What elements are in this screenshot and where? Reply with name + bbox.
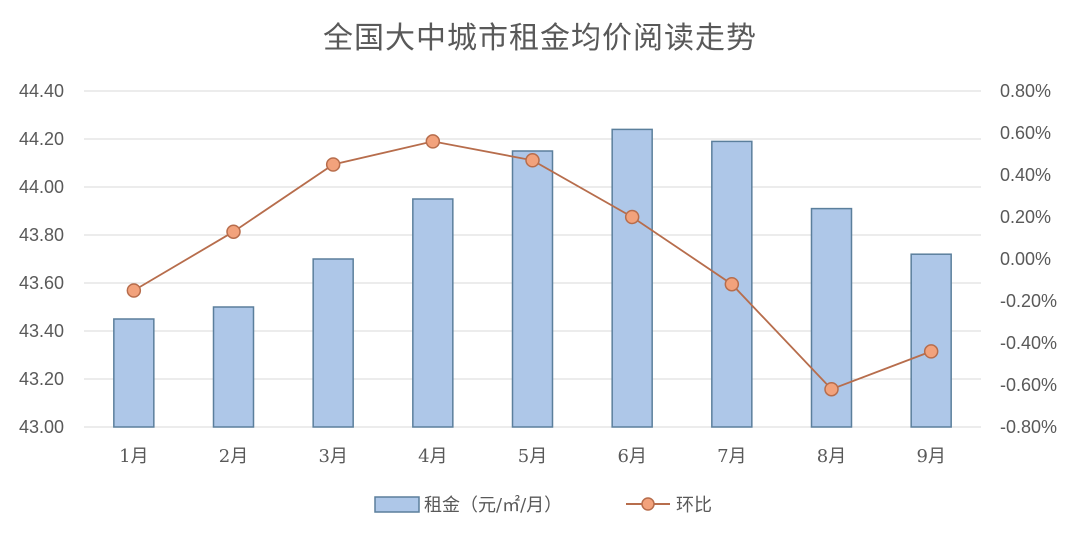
x-axis-tick-label: 4月 [418,446,447,467]
x-axis-tick-label: 6月 [617,446,646,467]
right-axis-tick-label: -0.80% [1000,417,1057,437]
legend-line-marker [641,497,655,511]
mom-point [425,134,441,149]
legend: 租金（元/㎡/月） 环比 [374,494,712,516]
bars-layer [113,128,952,428]
x-axis-tick-label: 9月 [916,446,945,467]
right-axis-tick-label: -0.40% [1000,333,1057,353]
rent-bar [212,306,255,428]
rent-bar [511,150,554,428]
x-axis-tick-label: 1月 [119,446,148,467]
line-layer [126,134,939,397]
mom-point [923,344,939,359]
chart-title: 全国大中城市租金均价阅读走势 [323,21,757,56]
mom-point [325,157,341,172]
right-axis-tick-label: 0.00% [1000,249,1051,269]
left-axis-tick-label: 44.40 [19,81,64,101]
right-axis-tick-label: 0.40% [1000,165,1051,185]
left-axis-tick-label: 44.20 [19,129,64,149]
rent-bar [910,253,952,428]
rent-bar [113,318,155,428]
right-axis-tick-label: 0.80% [1000,81,1051,101]
left-axis-tick-label: 44.00 [19,177,64,197]
mom-point [226,224,241,239]
mom-point [724,276,740,292]
right-axis-tick-label: -0.20% [1000,291,1057,311]
x-axis-tick-label: 8月 [817,446,846,467]
x-axis-tick-label: 2月 [219,446,248,467]
left-axis-tick-label: 43.00 [19,417,64,437]
left-axis-tick-label: 43.20 [19,369,64,389]
left-axis-tick-label: 43.40 [19,321,64,341]
x-axis-tick-label: 3月 [318,446,347,467]
mom-point [525,153,540,168]
x-axis-tick-label: 5月 [518,446,547,467]
x-axis-layer: 1月 2月 3月 4月 5月 6月 7月 8月 9月 [119,446,946,467]
left-axis-layer: 43.00 43.20 43.40 43.60 43.80 44.00 44.20 44.40 [19,81,64,437]
right-axis-tick-label: 0.60% [1000,123,1051,143]
x-axis-tick-label: 7月 [717,446,746,467]
legend-bar-swatch [374,496,420,513]
rent-bar [312,258,354,428]
left-axis-tick-label: 43.80 [19,225,64,245]
mom-point [126,283,142,298]
legend-line-label: 环比 [676,495,712,516]
left-axis-tick-label: 43.60 [19,273,64,293]
right-axis-layer: -0.80% -0.60% -0.40% -0.20% 0.00% 0.20% 0.40% 0… [1000,81,1057,437]
rent-bar [412,198,454,428]
mom-point [824,381,839,397]
right-axis-tick-label: 0.20% [1000,207,1051,227]
legend-bar-label: 租金（元/㎡/月） [424,494,562,516]
mom-point [624,209,640,225]
rent-bar [611,128,653,428]
right-axis-tick-label: -0.60% [1000,375,1057,395]
